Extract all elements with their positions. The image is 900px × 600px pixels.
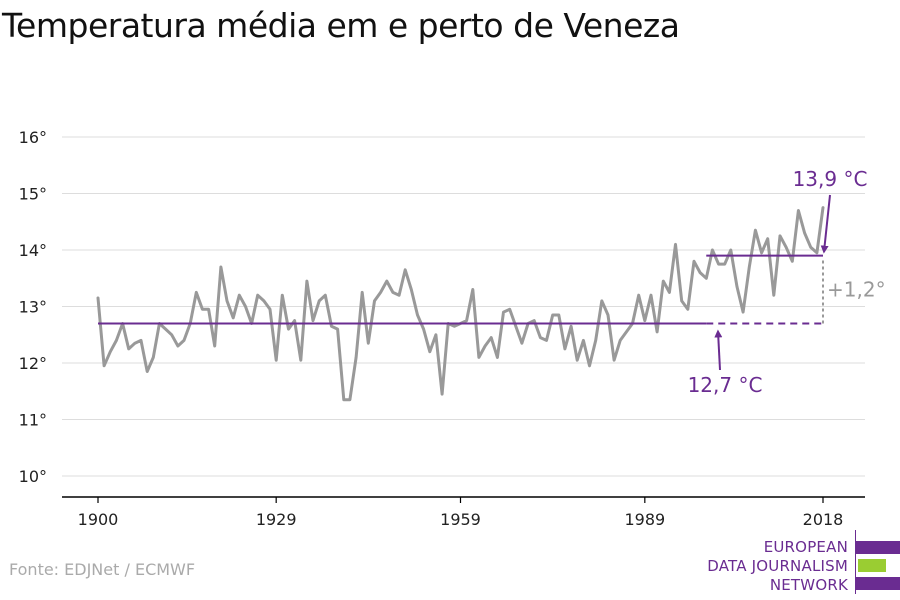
recent-annotation-arrow bbox=[820, 194, 831, 254]
temperature-series-line bbox=[96, 206, 825, 402]
annotations: +1,2° 12,7 °C 13,9 °C bbox=[688, 167, 886, 397]
logo-divider bbox=[855, 530, 856, 594]
x-tick-label-1959: 1959 bbox=[440, 510, 481, 529]
logo-line-3: NETWORK bbox=[769, 576, 848, 594]
chart-title: Temperatura média em e perto de Veneza bbox=[2, 6, 680, 45]
x-axis: 1900 1929 1959 1989 2018 bbox=[62, 496, 865, 529]
baseline-annotation-label: 12,7 °C bbox=[688, 373, 763, 397]
y-tick-label-10: 10° bbox=[19, 467, 47, 486]
x-tick-label-1929: 1929 bbox=[256, 510, 297, 529]
y-tick-label-11: 11° bbox=[19, 411, 47, 430]
y-tick-label-13: 13° bbox=[19, 298, 47, 317]
y-tick-label-14: 14° bbox=[19, 241, 47, 260]
x-tick-label-1900: 1900 bbox=[78, 510, 119, 529]
recent-annotation-label: 13,9 °C bbox=[793, 167, 868, 191]
y-tick-label-12: 12° bbox=[19, 354, 47, 373]
logo-line-1: EUROPEAN bbox=[763, 538, 848, 556]
baseline-annotation-arrow bbox=[714, 329, 723, 371]
x-tick-label-1989: 1989 bbox=[624, 510, 665, 529]
series-layer bbox=[96, 206, 825, 402]
logo-bar-green bbox=[858, 559, 886, 572]
x-tick-label-2018: 2018 bbox=[803, 510, 844, 529]
y-tick-label-16: 16° bbox=[19, 128, 47, 147]
grid-lines bbox=[62, 136, 865, 477]
source-note: Fonte: EDJNet / ECMWF bbox=[9, 560, 196, 579]
logo-bar-purple-top bbox=[856, 541, 900, 554]
reference-lines bbox=[98, 254, 823, 325]
logo-line-2: DATA JOURNALISM bbox=[707, 557, 848, 575]
logo-bar-purple-bottom bbox=[856, 577, 900, 590]
y-axis: 10° 11° 12° 13° 14° 15° 16° bbox=[19, 128, 47, 486]
difference-label: +1,2° bbox=[827, 278, 886, 302]
edjnet-logo: EUROPEAN DATA JOURNALISM NETWORK bbox=[690, 530, 900, 594]
y-tick-label-15: 15° bbox=[19, 185, 47, 204]
